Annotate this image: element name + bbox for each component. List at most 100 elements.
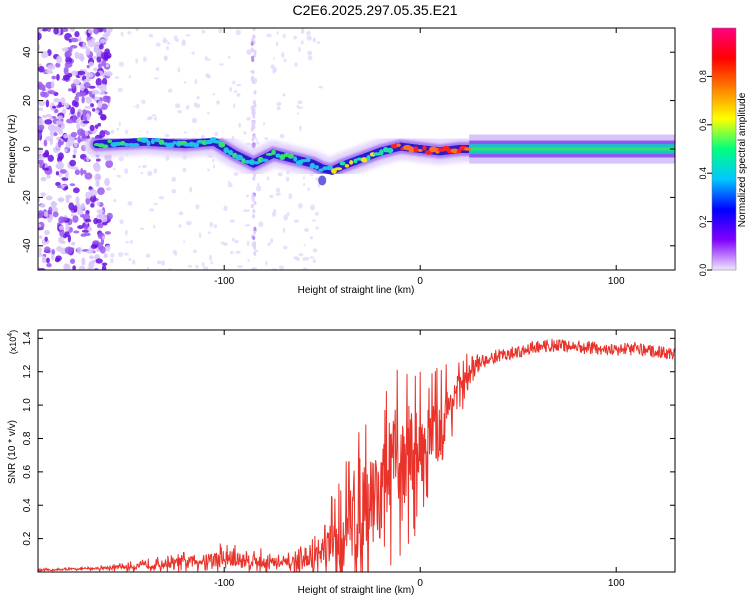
noise-blob (85, 197, 91, 205)
noise-blob (95, 78, 102, 87)
noise-speckle (256, 185, 262, 192)
noise-blob (39, 124, 45, 130)
noise-blob (101, 216, 108, 223)
noise-speckle (293, 219, 300, 223)
noise-blob (84, 172, 93, 180)
noise-streak (251, 267, 255, 270)
noise-blob (63, 134, 68, 139)
noise-speckle (272, 69, 276, 74)
noise-blob (86, 64, 90, 69)
noise-speckle (282, 227, 286, 233)
noise-speckle (229, 219, 235, 223)
spectrogram-x-ticks: -100 0 100 (214, 28, 625, 287)
noise-streak (252, 144, 256, 149)
noise-blob (70, 106, 76, 115)
noise-streak (252, 235, 256, 241)
noise-blob (85, 47, 91, 56)
noise-speckle (300, 40, 304, 45)
noise-blob (38, 43, 41, 51)
noise-blob (45, 113, 52, 118)
band-core (469, 147, 675, 151)
noise-blob (101, 264, 107, 270)
noise-blob (46, 28, 52, 32)
noise-blob (38, 32, 42, 41)
ridge-blob (334, 167, 343, 171)
noise-blob (70, 28, 76, 32)
colorbar-gradient (712, 28, 736, 270)
spectrogram-y-tick-label: 0 (22, 146, 33, 152)
noise-speckle (237, 265, 243, 269)
noise-blob (96, 85, 104, 89)
ridge-blob (271, 149, 276, 155)
noise-blob (93, 28, 100, 35)
ridge-blob (265, 152, 273, 156)
noise-blob (63, 67, 69, 75)
ridge-blob (390, 143, 398, 149)
noise-blob (104, 177, 110, 187)
noise-blob (46, 263, 52, 268)
spectrogram-y-tick-label: 20 (22, 95, 33, 107)
noise-blob (87, 39, 96, 48)
noise-blob (47, 90, 56, 95)
noise-blob (73, 230, 80, 234)
noise-speckle (182, 39, 186, 44)
noise-speckle (279, 133, 285, 139)
snr-y-tick-label: 0.8 (22, 431, 33, 445)
noise-speckle (209, 221, 214, 228)
noise-blob (82, 169, 87, 175)
ridge-blob (305, 157, 311, 163)
noise-speckle (307, 50, 313, 56)
noise-blob (70, 45, 78, 49)
noise-speckle (210, 261, 214, 265)
noise-blob (96, 223, 104, 229)
ridge-blob (422, 145, 427, 151)
noise-speckle (174, 250, 178, 256)
noise-blob (103, 55, 111, 59)
noise-blob (74, 31, 80, 38)
noise-blob (59, 228, 65, 237)
noise-speckle (286, 212, 290, 217)
noise-speckle (269, 194, 274, 198)
noise-blob (64, 186, 69, 190)
noise-speckle (212, 164, 216, 169)
noise-blob (102, 235, 106, 240)
noise-speckle (208, 74, 211, 79)
noise-blob (90, 244, 98, 249)
noise-blob (83, 224, 89, 231)
ridge-blob (123, 142, 131, 147)
noise-blob (43, 211, 49, 218)
noise-speckle (283, 58, 287, 63)
noise-speckle (204, 56, 208, 61)
noise-blob (38, 252, 43, 258)
ridge-blob (192, 142, 200, 148)
ridge-blob (146, 140, 151, 146)
noise-speckle (117, 87, 123, 93)
noise-speckle (231, 237, 235, 242)
noise-blob (98, 233, 103, 237)
noise-speckle (245, 142, 252, 146)
noise-streak (250, 47, 254, 52)
colorbar-tick-label: 0.6 (698, 119, 708, 132)
noise-blob (95, 174, 100, 178)
noise-blob (57, 197, 65, 202)
snr-x-ticks: -100 0 100 (214, 330, 625, 589)
snr-y-tick-label: 1.4 (22, 331, 33, 345)
noise-speckle (246, 194, 250, 198)
noise-blob (76, 122, 81, 131)
noise-speckle (302, 256, 306, 262)
noise-speckle (314, 211, 319, 216)
noise-speckle (246, 240, 250, 247)
ridge-blob (373, 152, 382, 156)
noise-blob (98, 63, 102, 69)
noise-speckle (275, 187, 281, 193)
noise-blob (56, 55, 63, 64)
noise-speckle (312, 258, 316, 264)
noise-speckle (220, 241, 225, 245)
noise-blob (48, 124, 56, 132)
noise-blob (47, 154, 54, 162)
noise-blob (88, 186, 92, 190)
noise-blob (91, 94, 95, 99)
noise-speckle (312, 37, 316, 43)
noise-blob (106, 212, 113, 220)
noise-speckle (306, 30, 311, 36)
